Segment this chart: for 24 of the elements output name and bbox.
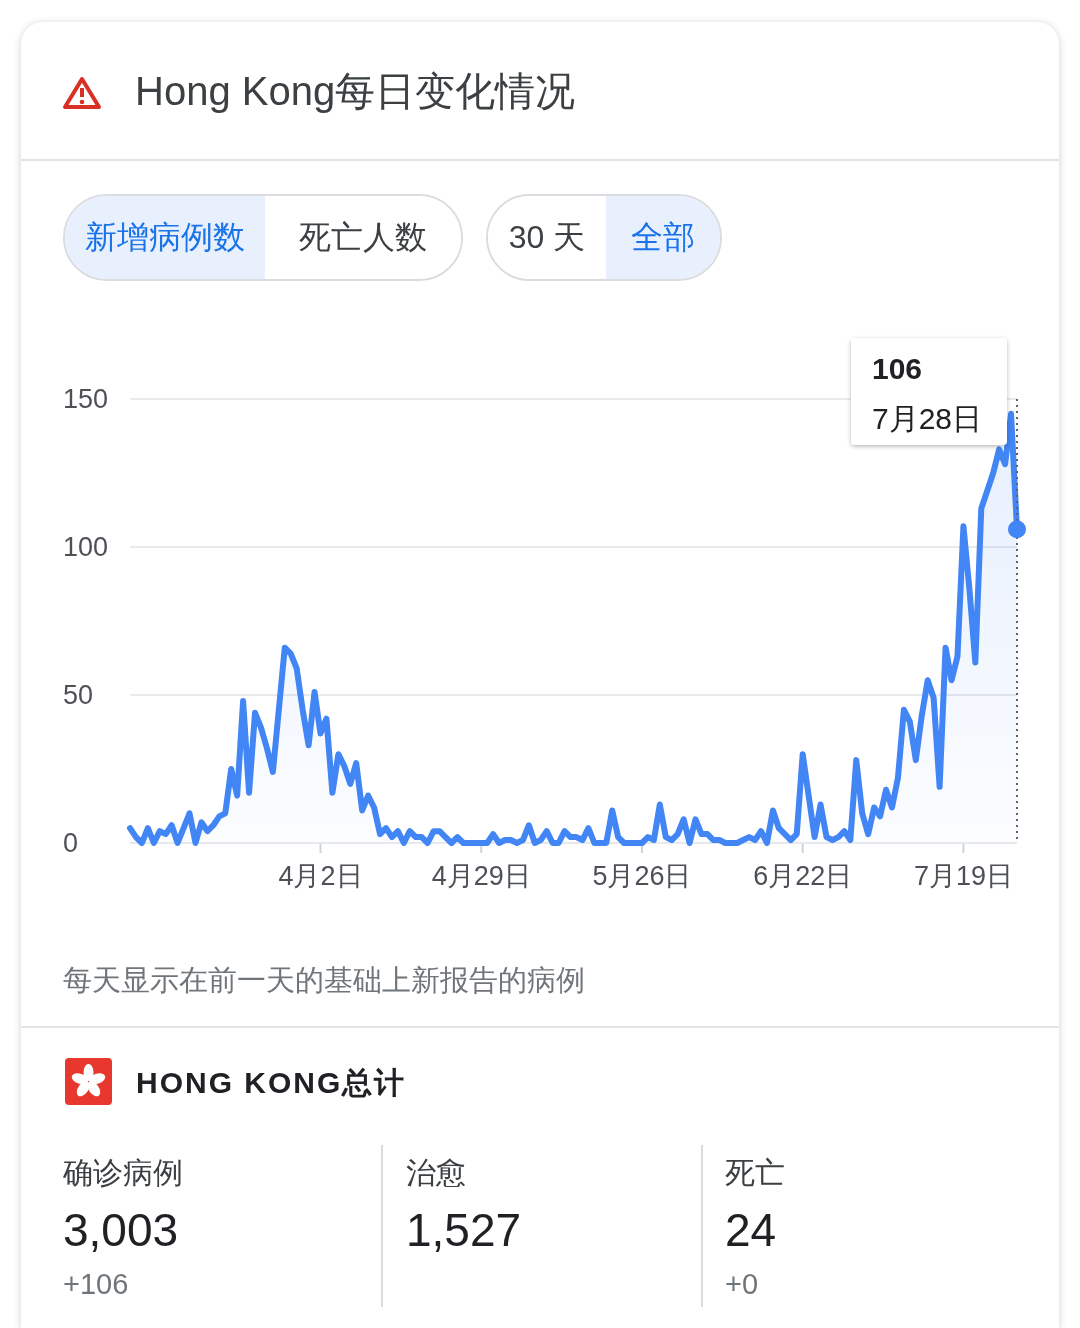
button: 全部: [606, 196, 720, 279]
text: +0: [725, 1267, 759, 1303]
x-tick-label: 7月19日: [913, 861, 1013, 891]
x-tick-label: 4月2日: [278, 861, 363, 891]
text: 24: [725, 1202, 777, 1258]
chart-title: Hong Kong每日变化情况: [135, 68, 576, 115]
text: 确诊病例: [63, 1154, 183, 1191]
text: 3,003: [63, 1202, 179, 1258]
text: 每天显示在前一天的基础上新报告的病例: [63, 963, 585, 998]
y-tick-label: 50: [63, 680, 94, 710]
text: 死亡: [725, 1154, 785, 1191]
x-tick-label: 4月29日: [431, 861, 531, 891]
x-tick-label: 5月26日: [592, 861, 692, 891]
text: 106: [872, 351, 923, 385]
y-tick-label: 0: [63, 828, 79, 858]
button: 新增病例数: [65, 196, 265, 279]
y-tick-label: 150: [63, 384, 109, 414]
annotation: 7月28日: [872, 401, 983, 435]
text: HONG KONG总计: [136, 1065, 407, 1101]
text: +106: [63, 1267, 129, 1303]
text: 治愈: [406, 1154, 466, 1191]
text: 1,527: [406, 1202, 522, 1258]
y-tick-label: 100: [63, 532, 109, 562]
x-tick-label: 6月22日: [753, 861, 853, 891]
